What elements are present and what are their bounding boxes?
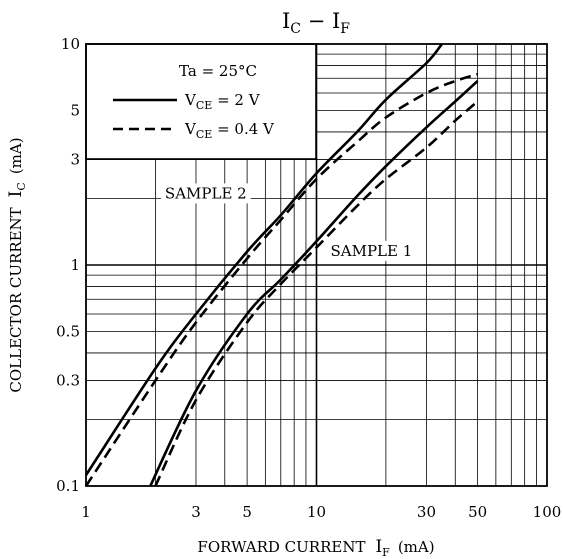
y-tick-label: 5 [70,102,80,120]
curve-series-3 [149,80,479,487]
y-tick-label: 1 [70,256,80,274]
y-tick-label: 0.5 [56,323,80,341]
annotation-label: SAMPLE 1 [330,242,412,260]
annotations: SAMPLE 2 SAMPLE 1 [160,183,417,261]
x-tick-label: 1 [81,503,91,521]
annotation-label: SAMPLE 2 [165,184,247,202]
y-axis-label: COLLECTOR CURRENTIC(mA) [6,137,28,392]
legend: Ta = 25°C VCE = 2 V VCE = 0.4 V [113,62,275,141]
x-tick-label: 30 [417,503,436,521]
y-tick-label: 3 [70,151,80,169]
curves [84,43,479,487]
chart-title: IC − IF [282,9,350,37]
x-tick-label: 50 [468,503,487,521]
x-tick-labels: 1 3 5 10 30 50 100 [81,503,561,521]
y-tick-label: 0.3 [56,372,80,390]
curve-series-2 [84,72,478,487]
y-tick-labels: 0.1 0.3 0.5 1 3 5 10 [56,35,80,495]
legend-entry-solid: VCE = 2 V [184,91,261,112]
curve-series-4 [154,100,479,487]
x-tick-label: 100 [533,503,562,521]
legend-condition: Ta = 25°C [179,62,257,80]
y-tick-label: 10 [61,35,80,53]
x-tick-label: 3 [191,503,201,521]
annotation-backing [160,183,251,204]
plot-frame [85,43,548,487]
x-tick-label: 10 [307,503,326,521]
y-tick-label: 0.1 [56,477,80,495]
curve-series-1 [84,43,443,476]
legend-entry-dashed: VCE = 0.4 V [184,120,275,141]
x-tick-label: 5 [242,503,252,521]
x-axis-label: FORWARD CURRENT IF (mA) [197,537,434,559]
annotation-backing [326,240,417,261]
